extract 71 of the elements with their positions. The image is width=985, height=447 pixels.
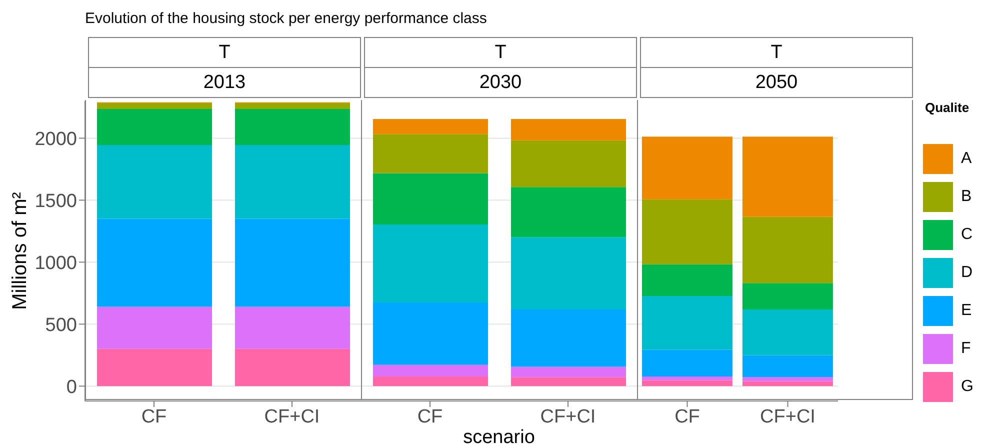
- bar: [642, 380, 732, 386]
- panel-header: T 2030: [364, 37, 637, 98]
- bar: [742, 216, 833, 284]
- chart-title: T: [89, 38, 360, 68]
- bar: [642, 199, 732, 264]
- bar: [642, 296, 732, 350]
- bar: [742, 355, 833, 378]
- chart-subtitle: 2030: [478, 71, 523, 95]
- chart-subtitle: 2013: [202, 71, 247, 95]
- bar: [97, 306, 212, 349]
- panel-header: T 2013: [88, 37, 361, 98]
- bar: [511, 237, 626, 310]
- chart-title: T: [641, 38, 912, 68]
- chart-title: T: [365, 38, 636, 68]
- bar: [742, 283, 833, 310]
- bar: [511, 310, 626, 367]
- bar: [97, 102, 212, 110]
- bar: [511, 140, 626, 188]
- bar: [235, 348, 350, 386]
- x-tick-label: CF+CI: [760, 406, 816, 428]
- bar: [511, 366, 626, 378]
- y-tick-label: 0: [66, 376, 77, 398]
- bar: [511, 187, 626, 238]
- bar: [511, 118, 626, 140]
- legend-label: E: [961, 302, 972, 319]
- y-tick-label: 2000: [34, 128, 77, 150]
- bar: [97, 218, 212, 307]
- bar: [642, 264, 732, 296]
- x-tick-label: CF: [141, 406, 167, 428]
- bar: [235, 109, 350, 146]
- chart-subtitle: 2050: [754, 71, 799, 95]
- legend-label: C: [961, 226, 973, 243]
- bar: [373, 224, 488, 302]
- bar: [373, 302, 488, 365]
- x-tick-label: CF: [417, 406, 443, 428]
- legend-label: G: [961, 378, 974, 395]
- bar: [97, 145, 212, 219]
- bar: [97, 348, 212, 386]
- bar: [373, 118, 488, 134]
- bar: [642, 136, 732, 200]
- bar: [642, 350, 732, 376]
- y-tick-label: 500: [45, 314, 77, 336]
- bar: [97, 109, 212, 146]
- bar: [235, 145, 350, 219]
- panel-header: T 2050: [640, 37, 913, 98]
- x-axis-title: scenario: [463, 427, 535, 447]
- legend-label: A: [961, 150, 972, 167]
- bar: [373, 134, 488, 174]
- bar: [742, 377, 833, 382]
- x-tick-label: CF: [674, 406, 700, 428]
- bar: [373, 376, 488, 386]
- legend-title: Qualite: [925, 100, 970, 115]
- y-tick-label: 1500: [34, 190, 77, 212]
- bar: [235, 306, 350, 349]
- bar: [235, 102, 350, 110]
- x-tick-label: CF+CI: [264, 406, 320, 428]
- x-tick-label: CF+CI: [540, 406, 596, 428]
- legend-label: B: [961, 188, 972, 205]
- text: Evolution of the housing stock per energy performance class: [85, 10, 487, 27]
- bar: [742, 136, 833, 217]
- y-tick-label: 1000: [34, 252, 77, 274]
- y-axis-title: Millions of m²: [9, 192, 31, 310]
- bar: [742, 310, 833, 356]
- legend-label: F: [961, 340, 971, 357]
- bar: [642, 376, 732, 380]
- legend-label: D: [961, 264, 973, 281]
- bar: [373, 173, 488, 224]
- bar: [373, 364, 488, 376]
- bar: [742, 381, 833, 386]
- bar: [235, 218, 350, 307]
- bar: [511, 377, 626, 386]
